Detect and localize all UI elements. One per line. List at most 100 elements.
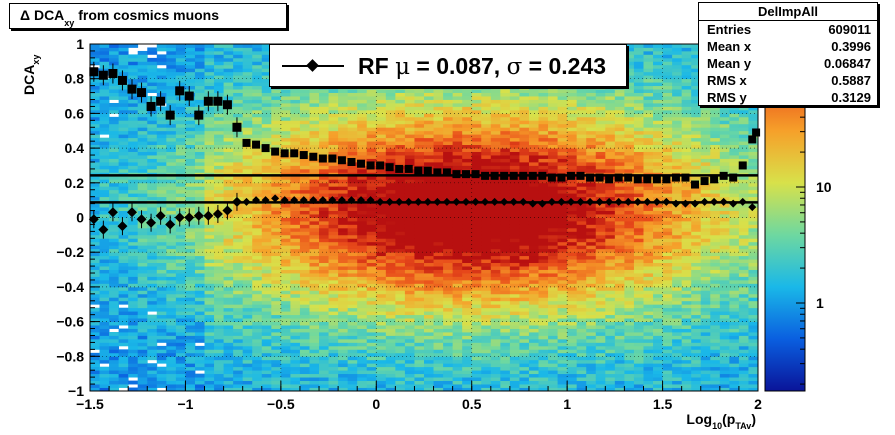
heatmap-cell [90, 203, 100, 208]
heatmap-cell [452, 210, 463, 215]
heatmap-cell [519, 106, 530, 111]
heatmap-cell [290, 352, 301, 357]
heatmap-cell [118, 193, 129, 198]
heatmap-cell [147, 377, 158, 381]
heatmap-cell [290, 279, 301, 284]
heatmap-cell [500, 220, 511, 225]
heatmap-cell [261, 214, 272, 218]
heatmap-cell [500, 141, 511, 146]
heatmap-cell [328, 342, 339, 347]
heatmap-cell [290, 224, 301, 229]
heatmap-cell [376, 224, 387, 229]
heatmap-cell [357, 370, 368, 375]
heatmap-cell [509, 318, 520, 322]
heatmap-cell [109, 148, 120, 152]
heatmap-cell [548, 234, 558, 239]
heatmap-cell [252, 109, 263, 114]
heatmap-cell [366, 325, 377, 329]
heatmap-cell [204, 276, 215, 281]
heatmap-cell [376, 307, 387, 312]
heatmap-cell [462, 241, 473, 246]
heatmap-cell [538, 325, 549, 329]
heatmap-cell [500, 356, 511, 361]
heatmap-cell [481, 297, 492, 302]
heatmap-cell [271, 141, 282, 146]
heatmap-cell [404, 387, 415, 391]
heatmap-cell [137, 168, 148, 173]
heatmap-cell [328, 182, 339, 187]
heatmap-cell [271, 106, 282, 111]
heatmap-cell [252, 262, 263, 267]
heatmap-cell [481, 127, 492, 132]
heatmap-cell [490, 328, 501, 333]
heatmap-cell [242, 363, 253, 368]
heatmap-cell [500, 321, 511, 326]
heatmap-cell [347, 377, 358, 381]
heatmap-cell [223, 328, 234, 333]
heatmap-cell [433, 300, 444, 305]
heatmap-cell [156, 248, 167, 253]
heatmap-cell [328, 286, 339, 291]
heatmap-cell [443, 328, 454, 333]
heatmap-cell [233, 57, 244, 62]
heatmap-cell [242, 89, 253, 93]
heatmap-cell [376, 321, 387, 326]
heatmap-cell [175, 300, 186, 305]
heatmap-cell [567, 370, 578, 375]
heatmap-cell [404, 238, 415, 243]
heatmap-cell [99, 342, 110, 347]
heatmap-cell [99, 304, 110, 309]
heatmap-cell [261, 78, 272, 83]
heatmap-cell [481, 234, 492, 239]
heatmap-cell [338, 359, 349, 364]
heatmap-cell [147, 387, 158, 391]
heatmap-cell [185, 252, 196, 257]
heatmap-cell [481, 245, 492, 250]
heatmap-cell [395, 134, 406, 139]
heatmap-cell [271, 297, 282, 302]
heatmap-cell [452, 120, 463, 125]
heatmap-cell [109, 196, 120, 201]
heatmap-cell [261, 193, 272, 198]
heatmap-cell [481, 279, 492, 284]
heatmap-cell [548, 345, 558, 350]
heatmap-cell [471, 273, 482, 277]
heatmap-cell [528, 151, 539, 156]
heatmap-cell [271, 99, 282, 104]
heatmap-cell [481, 144, 492, 149]
heatmap-cell [175, 231, 186, 236]
heatmap-cell [462, 307, 473, 312]
heatmap-cell [280, 345, 291, 350]
heatmap-cell [366, 345, 377, 350]
heatmap-cell [137, 186, 148, 191]
heatmap-cell [328, 293, 339, 298]
heatmap-cell [433, 338, 444, 343]
heatmap-cell [414, 373, 425, 378]
heatmap-cell [328, 96, 339, 100]
heatmap-cell [519, 189, 530, 194]
heatmap-cell [500, 342, 511, 347]
heatmap-cell [433, 144, 444, 149]
heatmap-cell [557, 151, 568, 156]
heatmap-cell [280, 189, 291, 194]
heatmap-cell [223, 370, 234, 375]
heatmap-cell [137, 123, 148, 128]
heatmap-cell [548, 120, 558, 125]
heatmap-cell [147, 161, 158, 166]
heatmap-cell [99, 196, 110, 201]
heatmap-cell [462, 259, 473, 264]
heatmap-cell [500, 245, 511, 250]
heatmap-cell [223, 165, 234, 170]
heatmap-cell [452, 148, 463, 152]
heatmap-cell [309, 123, 320, 128]
heatmap-cell [223, 321, 234, 326]
heatmap-cell [194, 50, 205, 55]
heatmap-cell [557, 234, 568, 239]
heatmap-cell [319, 245, 329, 250]
heatmap-cell [156, 255, 167, 260]
heatmap-cell [290, 241, 301, 246]
heatmap-cell [452, 307, 463, 312]
heatmap-cell [414, 311, 425, 316]
heatmap-cell [147, 50, 158, 55]
heatmap-cell [471, 85, 482, 90]
